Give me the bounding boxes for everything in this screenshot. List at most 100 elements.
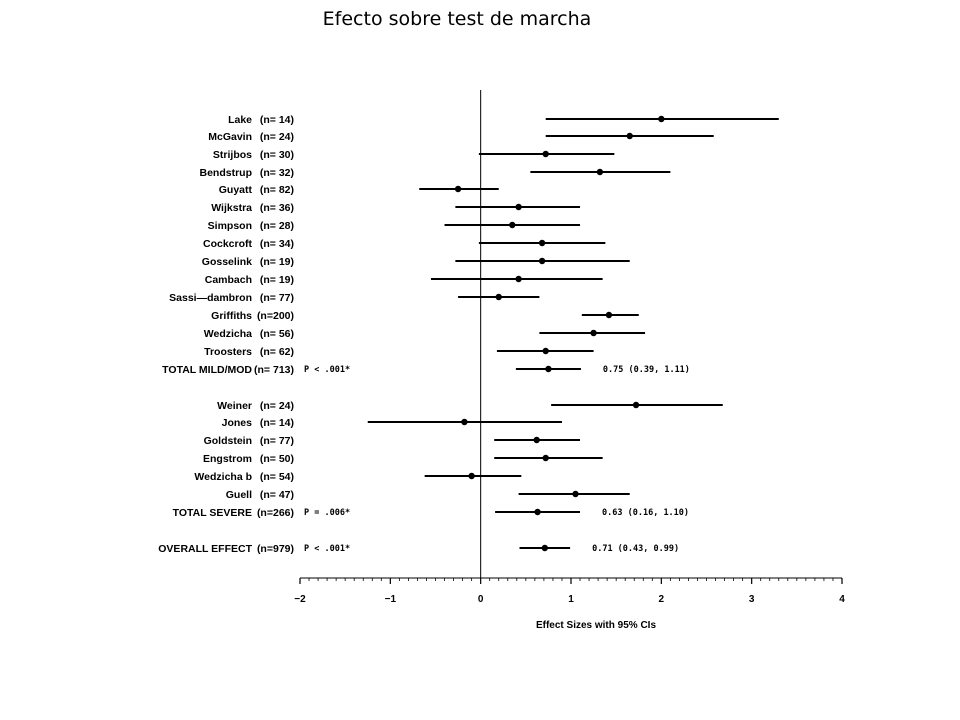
forest-row: Goldstein (n= 77) [204,435,581,447]
row-sample-size: (n= 34) [260,238,294,250]
point-estimate [632,401,640,409]
row-sample-size: (n= 24) [260,400,294,412]
x-tick-label: 2 [659,594,665,605]
point-estimate [658,115,665,123]
row-sample-size: (n= 54) [260,471,294,483]
forest-row: Cambach (n= 19) [205,274,603,286]
forest-row-total: OVERALL EFFECT (n=979) P < .001* 0.71 (0.43… [158,543,679,555]
forest-row-total: TOTAL MILD/MOD (n= 713) P < .001* 0.75 (0.3… [162,364,690,376]
forest-row: Sassi—dambron (n= 77) [169,292,540,304]
ci-summary-label: 0.75 (0.39, 1.11) [603,365,690,375]
p-value-label: P = .006* [304,508,350,518]
point-estimate [515,203,522,211]
row-label: Wedzicha [204,328,252,340]
row-label: Wijkstra [211,202,252,214]
forest-row: Bendstrup (n= 32) [200,167,671,179]
point-estimate [541,544,549,552]
point-estimate [534,508,541,516]
forest-row: McGavin (n= 24) [208,131,714,143]
point-estimate [515,275,522,283]
point-estimate [454,185,462,193]
point-estimate [542,347,549,355]
forest-row: Weiner (n= 24) [217,400,723,412]
x-tick-label: 1 [568,594,574,605]
row-sample-size: (n= 82) [260,184,294,196]
row-label: Wedzicha b [194,471,252,483]
row-label: Gosselink [202,256,252,268]
row-label: Jones [222,417,253,429]
row-label: Goldstein [204,435,252,447]
forest-row: Gosselink (n= 19) [202,256,630,268]
point-estimate [572,490,579,498]
forest-row: Wedzicha b (n= 54) [194,471,522,483]
ci-summary-label: 0.63 (0.16, 1.10) [602,508,689,518]
row-label: Troosters [204,346,252,358]
row-label: Cambach [205,274,252,286]
row-sample-size: (n= 19) [260,256,294,268]
slide-title: Efecto sobre test de marcha [322,8,592,30]
row-sample-size: (n= 14) [260,114,294,126]
x-tick-label: −2 [294,594,306,605]
row-label: Lake [228,114,252,126]
x-axis-title: Effect Sizes with 95% CIs [536,620,656,631]
forest-rows: Lake (n= 14) McGavin (n= 24) Strijbos (n= 30)… [158,114,779,555]
row-label: Engstrom [203,453,252,465]
row-label: Bendstrup [200,167,253,179]
row-label: Guell [226,489,252,501]
row-label: Guyatt [219,184,253,196]
point-estimate [468,472,475,480]
forest-row: Guell (n= 47) [226,489,630,501]
p-value-label: P < .001* [304,544,350,554]
forest-row: Jones (n= 14) [222,417,562,429]
forest-row: Guyatt (n= 82) [219,184,499,196]
row-label: Weiner [217,400,252,412]
row-sample-size: (n= 77) [260,435,294,447]
point-estimate [596,168,604,176]
point-estimate [545,365,552,373]
forest-row: Troosters (n= 62) [204,346,594,358]
row-sample-size: (n= 62) [260,346,294,358]
row-sample-size: (n= 713) [254,364,294,376]
forest-row: Cockcroft (n= 34) [203,238,606,250]
row-label: Simpson [208,220,252,232]
point-estimate [538,239,546,247]
x-axis: −2 −1 0 1 2 3 4 [294,577,845,605]
p-value-label: P < .001* [304,365,350,375]
point-estimate [626,132,633,140]
forest-row: Engstrom (n= 50) [203,453,603,465]
row-sample-size: (n= 14) [260,417,294,429]
row-sample-size: (n= 47) [260,489,294,501]
row-sample-size: (n= 36) [260,202,294,214]
x-tick-label: −1 [385,594,397,605]
point-estimate [461,418,468,426]
row-label: Cockcroft [203,238,253,250]
forest-row: Strijbos (n= 30) [213,149,615,161]
row-sample-size: (n= 77) [260,292,294,304]
row-label: Griffiths [211,310,252,322]
row-sample-size: (n= 56) [260,328,294,340]
row-sample-size: (n= 30) [260,149,294,161]
forest-row: Lake (n= 14) [228,114,779,126]
row-sample-size: (n= 28) [260,220,294,232]
point-estimate [538,257,546,265]
ci-summary-label: 0.71 (0.43, 0.99) [592,544,679,554]
row-sample-size: (n= 32) [260,167,294,179]
row-sample-size: (n=266) [257,507,294,519]
row-label: TOTAL SEVERE [173,507,252,519]
forest-row-total: TOTAL SEVERE (n=266) P = .006* 0.63 (0.16, … [173,507,689,519]
row-sample-size: (n= 50) [260,453,294,465]
row-label: OVERALL EFFECT [158,543,252,555]
forest-row: Wedzicha (n= 56) [204,328,646,340]
row-label: Strijbos [213,149,252,161]
row-sample-size: (n=979) [257,543,294,555]
point-estimate [605,311,613,319]
point-estimate [509,221,516,229]
row-sample-size: (n= 24) [260,131,294,143]
row-sample-size: (n= 19) [260,274,294,286]
row-label: Sassi—dambron [169,292,252,304]
point-estimate [495,293,502,301]
x-tick-label: 4 [839,594,845,605]
x-tick-label: 3 [749,594,755,605]
forest-row: Wijkstra (n= 36) [211,202,581,214]
